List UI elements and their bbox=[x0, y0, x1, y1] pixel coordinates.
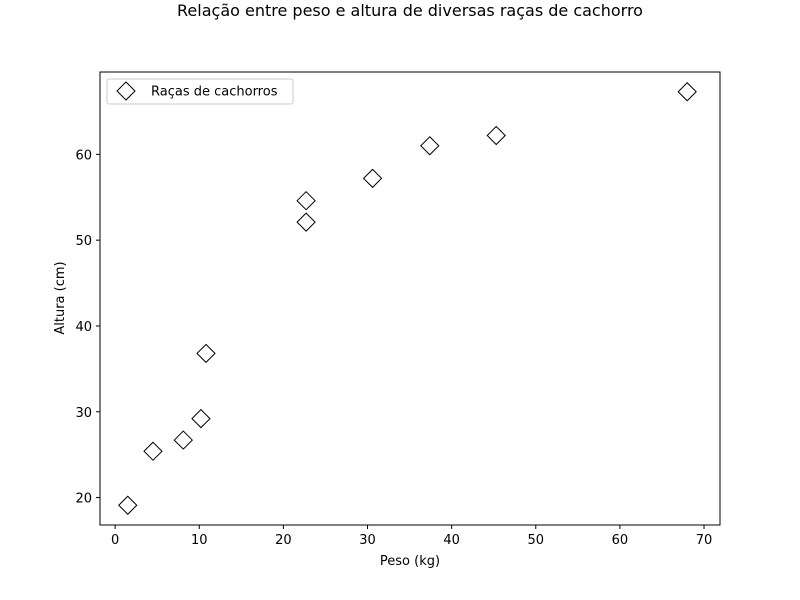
x-tick-label: 0 bbox=[111, 533, 119, 548]
x-tick-label: 50 bbox=[527, 533, 544, 548]
data-point bbox=[486, 125, 506, 146]
data-points bbox=[118, 82, 697, 515]
y-tick-label: 60 bbox=[75, 148, 92, 163]
y-tick-label: 20 bbox=[75, 492, 92, 507]
y-tick-label: 30 bbox=[75, 406, 92, 421]
data-point bbox=[677, 82, 697, 102]
x-tick-label: 40 bbox=[443, 533, 460, 548]
x-axis: 0 10 20 30 40 50 60 70 bbox=[111, 525, 712, 548]
x-tick-label: 60 bbox=[612, 533, 629, 548]
data-point bbox=[196, 343, 216, 364]
data-point bbox=[191, 408, 211, 429]
x-tick-label: 20 bbox=[275, 533, 292, 548]
x-tick-label: 10 bbox=[191, 533, 208, 548]
y-tick-label: 50 bbox=[75, 234, 92, 249]
plot-area bbox=[99, 71, 721, 526]
y-axis: 20 30 40 50 60 bbox=[75, 148, 100, 507]
data-point bbox=[296, 212, 316, 232]
data-point bbox=[362, 168, 383, 189]
y-tick-label: 40 bbox=[75, 320, 92, 335]
y-axis-label: Altura (cm) bbox=[53, 261, 68, 334]
legend: Raças de cachorros bbox=[106, 78, 294, 105]
data-point bbox=[173, 430, 193, 450]
data-point bbox=[420, 136, 440, 156]
legend-box bbox=[106, 78, 294, 105]
legend-marker bbox=[116, 81, 136, 101]
data-point bbox=[143, 441, 163, 461]
chart-title: Relação entre peso e altura de diversas … bbox=[177, 1, 643, 20]
x-tick-label: 30 bbox=[359, 533, 376, 548]
x-axis-label: Peso (kg) bbox=[380, 554, 440, 569]
data-point bbox=[118, 495, 138, 515]
x-tick-label: 70 bbox=[696, 533, 713, 548]
data-point bbox=[296, 190, 316, 211]
legend-label: Raças de cachorros bbox=[151, 85, 278, 100]
